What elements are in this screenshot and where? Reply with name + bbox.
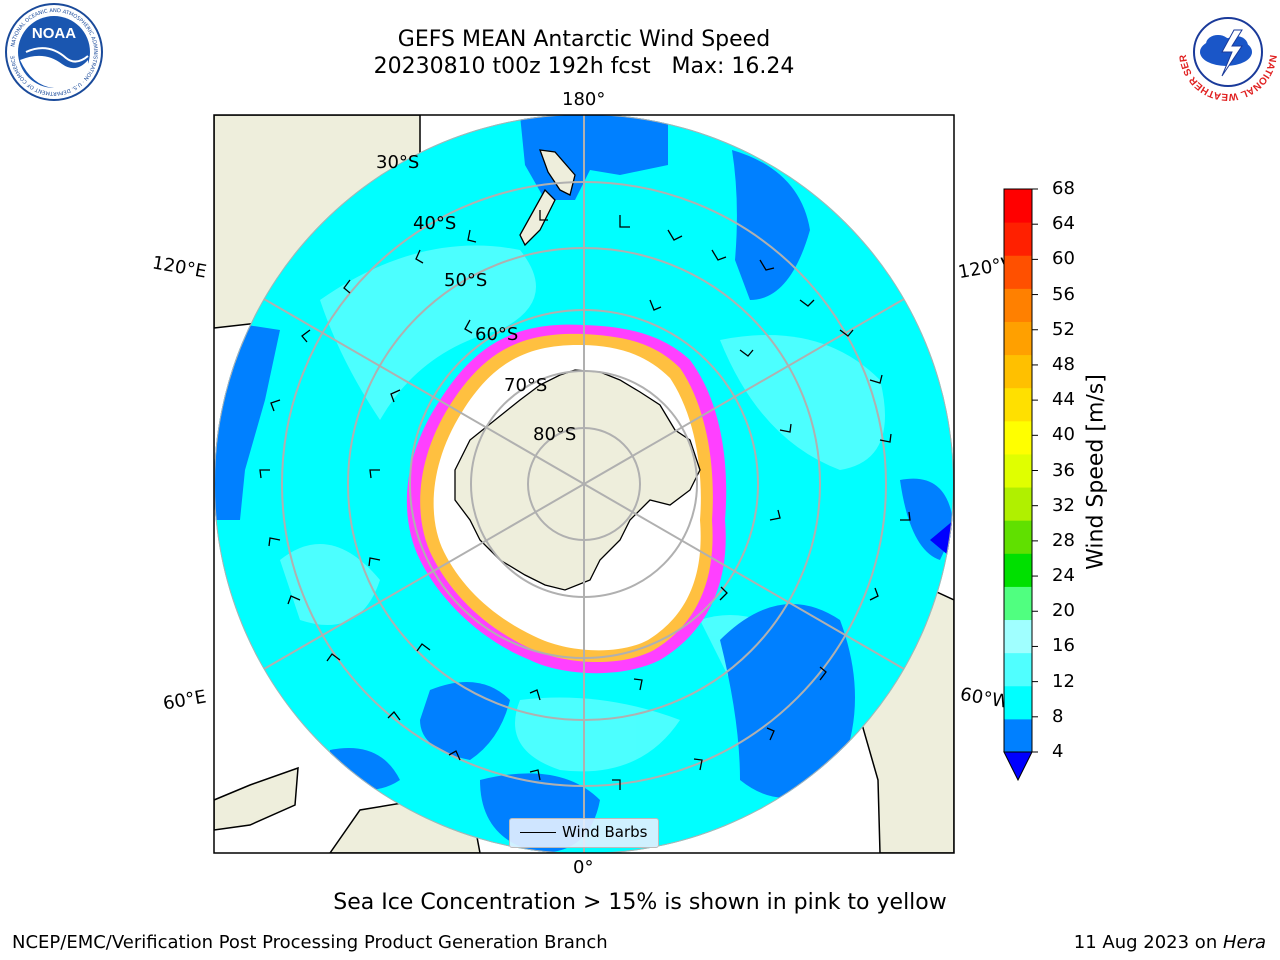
- map-subtitle: 20230810 t00z 192h fcst Max: 16.24: [373, 54, 795, 79]
- map-title: GEFS MEAN Antarctic Wind Speed: [397, 27, 771, 52]
- colorbar-tick-label: 8: [1052, 705, 1064, 727]
- noaa-logo: NOAA NATIONAL OCEANIC AND ATMOSPHERIC AD…: [5, 3, 103, 101]
- colorbar-tick-label: 56: [1052, 283, 1075, 305]
- footer-host: Hera: [1222, 932, 1266, 953]
- sea-ice-caption: Sea Ice Concentration > 15% is shown in …: [333, 890, 947, 915]
- colorbar-tick-label: 44: [1052, 389, 1075, 411]
- colorbar-tick-label: 16: [1052, 635, 1075, 657]
- lat-label-80s: 80°S: [533, 424, 577, 445]
- noaa-logo-text: NOAA: [32, 25, 76, 42]
- wind-barbs: [259, 210, 911, 790]
- lon-label-bottom: 0°: [573, 857, 594, 878]
- colorbar-tick-label: 28: [1052, 529, 1075, 551]
- nws-logo: NATIONAL WEATHER SERVICE: [1178, 2, 1278, 102]
- footer-date-text: 11 Aug 2023 on: [1073, 932, 1223, 953]
- legend-label: Wind Barbs: [562, 823, 648, 841]
- colorbar-tick-label: 32: [1052, 494, 1075, 516]
- colorbar-tick-label: 52: [1052, 318, 1075, 340]
- graticule: [214, 115, 954, 853]
- map-frame: [213, 114, 955, 854]
- lat-label-60s: 60°S: [475, 324, 519, 345]
- new-zealand: [519, 149, 576, 247]
- colorbar-tick-label: 60: [1052, 248, 1075, 270]
- lat-label-40s: 40°S: [413, 213, 457, 234]
- lat-label-50s: 50°S: [444, 270, 488, 291]
- colorbar-tick-label: 12: [1052, 670, 1075, 692]
- colorbar-tick-label: 20: [1052, 600, 1075, 622]
- colorbar-tick-label: 24: [1052, 565, 1075, 587]
- colorbar-tick-label: 4: [1052, 741, 1064, 762]
- colorbar-tick-label: 64: [1052, 213, 1075, 235]
- legend-line-swatch: [520, 832, 556, 833]
- colorbar-tick-label: 48: [1052, 353, 1075, 375]
- footer-date: 11 Aug 2023 on Hera: [1074, 932, 1266, 953]
- wind-barbs-legend: Wind Barbs: [509, 818, 659, 848]
- lat-label-30s: 30°S: [376, 152, 420, 173]
- colorbar-tick-label: 40: [1052, 424, 1075, 446]
- colorbar-title: Wind Speed [m/s]: [1083, 374, 1109, 570]
- lat-label-70s: 70°S: [504, 375, 548, 396]
- colorbar-tick-label: 36: [1052, 459, 1075, 481]
- colorbar-tick-label: 68: [1052, 178, 1075, 199]
- footer-credit: NCEP/EMC/Verification Post Processing Pr…: [12, 932, 608, 953]
- lon-label-top: 180°: [562, 89, 606, 110]
